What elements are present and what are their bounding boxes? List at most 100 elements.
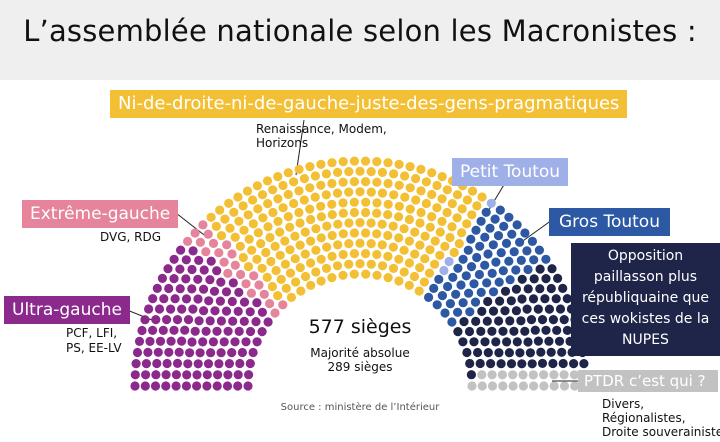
label-ultra-gauche-sub-2: PS, EE-LV [66,341,122,355]
seat-dot [486,359,496,369]
label-ptdr-sub-1: Divers, [602,397,645,411]
seat-dot [535,264,545,274]
total-seats: 577 sièges [308,316,412,338]
seat-dot [344,239,354,249]
seat-dot [454,239,464,249]
seat-dot [415,240,425,250]
seat-dot [223,268,233,278]
seat-dot [289,177,299,187]
seat-dot [494,348,504,358]
seat-dot [253,204,263,214]
seat-dot [265,299,275,309]
majority-line-2: 289 sièges [327,360,393,374]
seat-dot [477,381,487,391]
seat-dot [251,317,261,327]
seat-dot [327,178,337,189]
seat-dot [389,169,399,179]
seat-dot [483,296,493,307]
seat-dot [416,164,426,174]
leader-line-gros-toutou [519,219,553,244]
seat-dot [310,192,320,202]
seat-dot [400,192,410,202]
seat-dot [273,194,283,204]
seat-dot [472,252,482,263]
seat-dot [183,359,193,369]
seat-dot [415,218,425,228]
seat-dot [256,239,266,249]
seat-dot [163,264,173,274]
seat-dot [399,224,409,234]
seat-dot [290,231,300,241]
seat-dot [305,204,315,214]
seat-dot [349,249,359,259]
seat-dot [415,263,425,273]
seat-dot [222,381,233,391]
seat-dot [442,185,452,195]
seat-dot [181,255,191,265]
seat-dot [306,280,316,290]
seat-dot [230,337,240,347]
seat-dot [177,304,187,314]
seat-dot [214,359,224,369]
seat-dot [437,291,447,301]
seat-dot [237,347,247,358]
seat-dot [349,177,359,187]
seat-dot [544,304,555,314]
seat-dot [152,358,162,369]
seat-dot [544,336,554,346]
seat-dot [453,307,463,317]
seat-dot [465,358,475,369]
seat-dot [504,256,514,266]
seat-dot [372,229,382,239]
seat-dot [316,276,326,286]
seat-dot [166,304,176,314]
seat-dot [427,189,437,200]
seat-dot [504,212,514,222]
seat-dot [199,306,209,316]
seat-dot [562,294,572,304]
seat-dot [383,199,393,209]
seat-dot [137,325,147,336]
seat-dot [377,167,387,177]
seat-dot [239,225,249,235]
seat-dot [310,171,320,181]
label-opposition: Opposition paillasson plus républiquaine… [571,243,720,356]
seat-dot [546,283,556,294]
seat-dot [469,279,479,289]
seat-dot [130,370,140,380]
seat-dot [220,214,230,224]
seat-dot [181,381,191,391]
seat-dot [321,169,331,179]
seat-dot [177,336,187,346]
seat-dot [480,232,490,242]
seat-dot [459,317,469,327]
seat-dot [511,306,521,316]
seat-dot [162,315,172,325]
seat-dot [518,381,529,391]
seat-dot [394,233,404,243]
seat-dot [409,271,420,282]
seat-dot [498,266,508,276]
seat-dot [227,348,237,358]
seat-dot [482,316,492,326]
seat-dot [233,192,243,202]
seat-dot [517,359,527,369]
seat-dot [305,183,315,193]
label-opposition-line-4: ces wokistes de la [581,311,710,327]
seat-dot [486,198,496,208]
seat-dot [322,221,332,231]
seat-dot [416,186,426,196]
seat-dot [476,326,486,336]
seat-dot [518,370,528,380]
seat-dot [404,214,414,225]
seat-dot [540,294,550,304]
seat-dot [535,284,545,294]
seat-dot [187,264,197,275]
seat-dot [377,219,387,229]
seat-dot [462,219,472,229]
seat-dot [246,288,256,298]
seat-dot [511,284,521,294]
seat-dot [372,270,382,280]
seat-dot [295,263,305,273]
seat-dot [474,269,484,280]
